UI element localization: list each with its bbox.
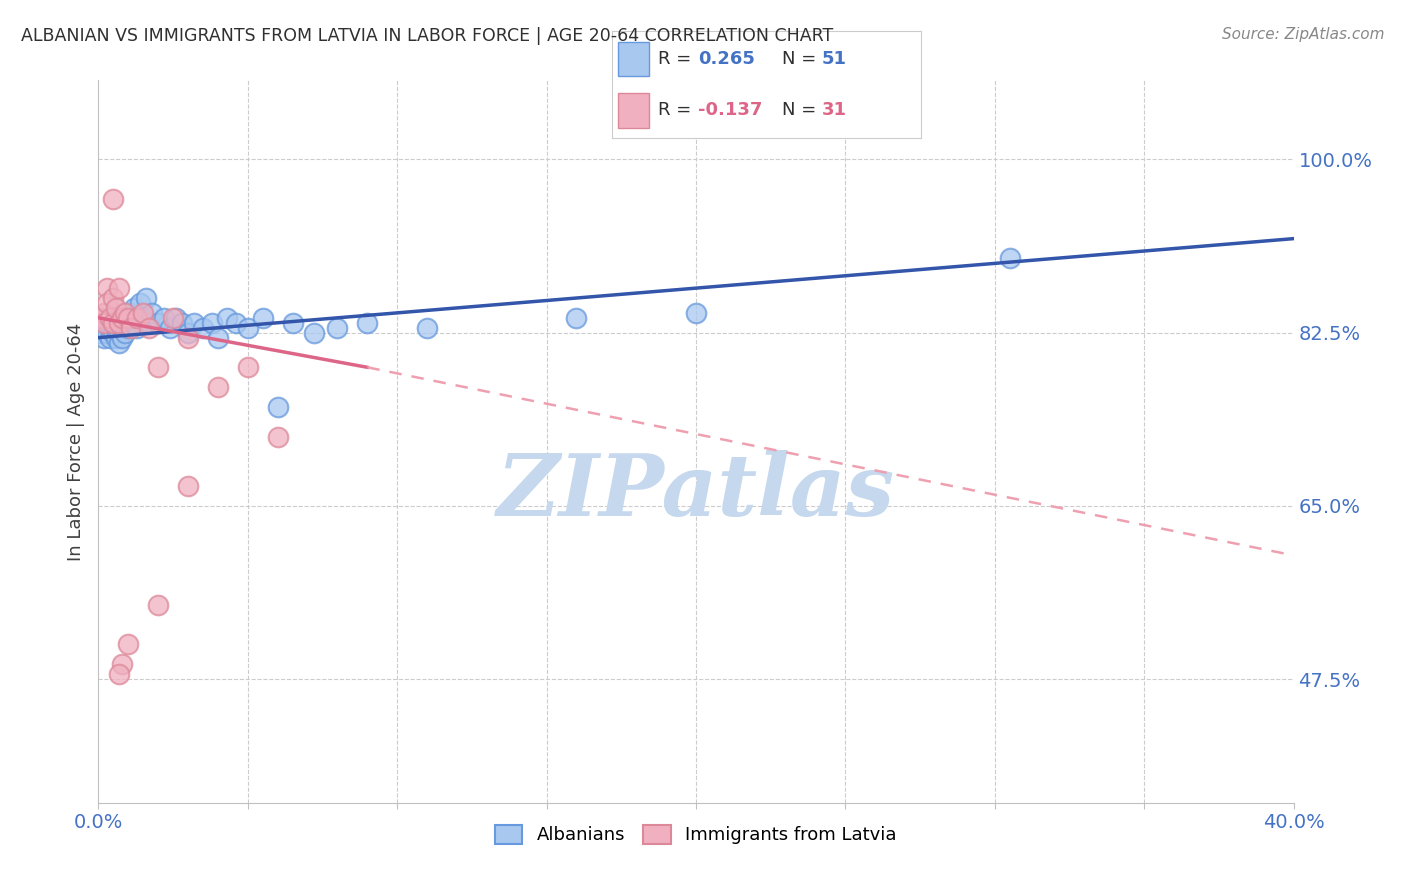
- Bar: [617, 42, 648, 76]
- Point: [124, 301, 146, 315]
- Text: R =: R =: [658, 50, 697, 68]
- Point: [177, 330, 200, 344]
- Point: [148, 360, 170, 375]
- Point: [135, 291, 157, 305]
- Point: [302, 326, 325, 340]
- Point: [108, 326, 131, 340]
- Point: [98, 330, 122, 344]
- Point: [236, 320, 259, 334]
- Point: [114, 306, 136, 320]
- Point: [103, 316, 125, 330]
- Text: ALBANIAN VS IMMIGRANTS FROM LATVIA IN LABOR FORCE | AGE 20-64 CORRELATION CHART: ALBANIAN VS IMMIGRANTS FROM LATVIA IN LA…: [21, 27, 834, 45]
- Point: [111, 320, 134, 334]
- Point: [148, 316, 170, 330]
- Point: [129, 296, 152, 310]
- Point: [183, 316, 205, 330]
- Point: [98, 310, 122, 325]
- Point: [207, 380, 229, 394]
- Point: [153, 310, 176, 325]
- Text: 31: 31: [823, 102, 846, 120]
- Point: [148, 598, 170, 612]
- Point: [225, 316, 247, 330]
- Point: [998, 252, 1021, 266]
- Point: [207, 330, 229, 344]
- Point: [177, 326, 200, 340]
- Point: [103, 326, 125, 340]
- Point: [159, 320, 181, 334]
- Point: [93, 306, 115, 320]
- Point: [120, 306, 142, 320]
- Point: [93, 320, 115, 334]
- Point: [108, 316, 131, 330]
- Point: [281, 316, 304, 330]
- Text: N =: N =: [782, 50, 821, 68]
- Point: [93, 330, 115, 344]
- Point: [252, 310, 274, 325]
- Point: [177, 479, 200, 493]
- Point: [201, 316, 224, 330]
- Point: [103, 291, 125, 305]
- Point: [326, 320, 349, 334]
- Text: N =: N =: [782, 102, 821, 120]
- Text: ZIPatlas: ZIPatlas: [496, 450, 896, 534]
- Point: [141, 306, 163, 320]
- Point: [356, 316, 378, 330]
- Point: [132, 306, 155, 320]
- Point: [127, 320, 149, 334]
- Text: 51: 51: [823, 50, 846, 68]
- Point: [108, 310, 131, 325]
- Point: [117, 320, 139, 334]
- Point: [117, 310, 139, 325]
- Point: [93, 316, 115, 330]
- Point: [108, 281, 131, 295]
- Point: [105, 330, 128, 344]
- Point: [172, 316, 194, 330]
- Point: [127, 310, 149, 325]
- Point: [105, 301, 128, 315]
- Point: [98, 320, 122, 334]
- Point: [103, 316, 125, 330]
- Y-axis label: In Labor Force | Age 20-64: In Labor Force | Age 20-64: [66, 322, 84, 561]
- Point: [96, 281, 118, 295]
- Point: [565, 310, 588, 325]
- Point: [267, 429, 290, 443]
- Text: 0.265: 0.265: [699, 50, 755, 68]
- Text: Source: ZipAtlas.com: Source: ZipAtlas.com: [1222, 27, 1385, 42]
- Point: [114, 316, 136, 330]
- Point: [138, 320, 160, 334]
- Point: [111, 310, 134, 325]
- Point: [191, 320, 214, 334]
- Text: R =: R =: [658, 102, 697, 120]
- Point: [117, 310, 139, 325]
- Point: [96, 326, 118, 340]
- Point: [132, 310, 155, 325]
- Point: [120, 320, 142, 334]
- Bar: [617, 94, 648, 128]
- Point: [96, 296, 118, 310]
- Legend: Albanians, Immigrants from Latvia: Albanians, Immigrants from Latvia: [488, 818, 904, 852]
- Point: [138, 316, 160, 330]
- Point: [111, 657, 134, 672]
- Point: [111, 330, 134, 344]
- Point: [105, 320, 128, 334]
- Point: [236, 360, 259, 375]
- Point: [165, 310, 187, 325]
- Text: -0.137: -0.137: [699, 102, 762, 120]
- Point: [90, 310, 112, 325]
- Point: [416, 320, 439, 334]
- Point: [685, 306, 707, 320]
- Point: [162, 310, 184, 325]
- Point: [267, 400, 290, 414]
- Point: [117, 637, 139, 651]
- Point: [108, 667, 131, 681]
- Point: [90, 326, 112, 340]
- Point: [96, 316, 118, 330]
- Point: [103, 192, 125, 206]
- Point: [108, 335, 131, 350]
- Point: [114, 326, 136, 340]
- Point: [215, 310, 238, 325]
